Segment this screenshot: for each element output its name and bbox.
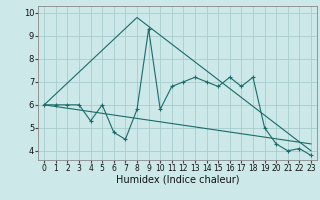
X-axis label: Humidex (Indice chaleur): Humidex (Indice chaleur) (116, 175, 239, 185)
